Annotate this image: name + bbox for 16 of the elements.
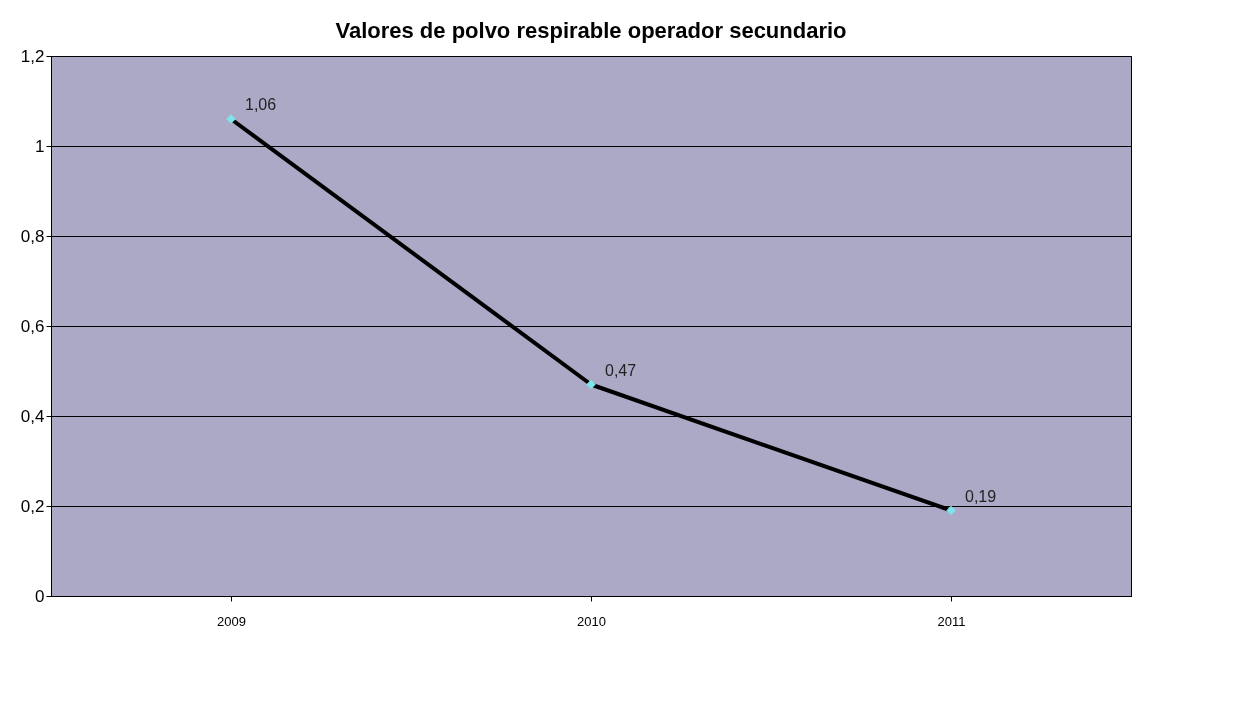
- y-tick-label: 1: [35, 136, 45, 156]
- y-tick-label: 1,2: [20, 46, 45, 66]
- point: [586, 379, 596, 390]
- chart-title: Valores de polvo respirable operador secundario: [335, 18, 847, 43]
- x-tick-label: 2010: [577, 613, 606, 629]
- data-label: 0,47: [605, 361, 637, 379]
- y-tick-label: 0,6: [20, 316, 45, 336]
- y-tick-label: 0,4: [20, 406, 45, 426]
- x-tick-label: 2011: [937, 613, 966, 629]
- y-tick-label: 0,8: [20, 226, 45, 246]
- x-tick-label: 2009: [217, 613, 246, 629]
- data-label: 1,06: [245, 96, 277, 113]
- y-tick-label: 0: [35, 586, 45, 606]
- y-tick-label: 0,2: [20, 496, 45, 516]
- point: [946, 505, 956, 516]
- data-label: 0,19: [965, 487, 997, 505]
